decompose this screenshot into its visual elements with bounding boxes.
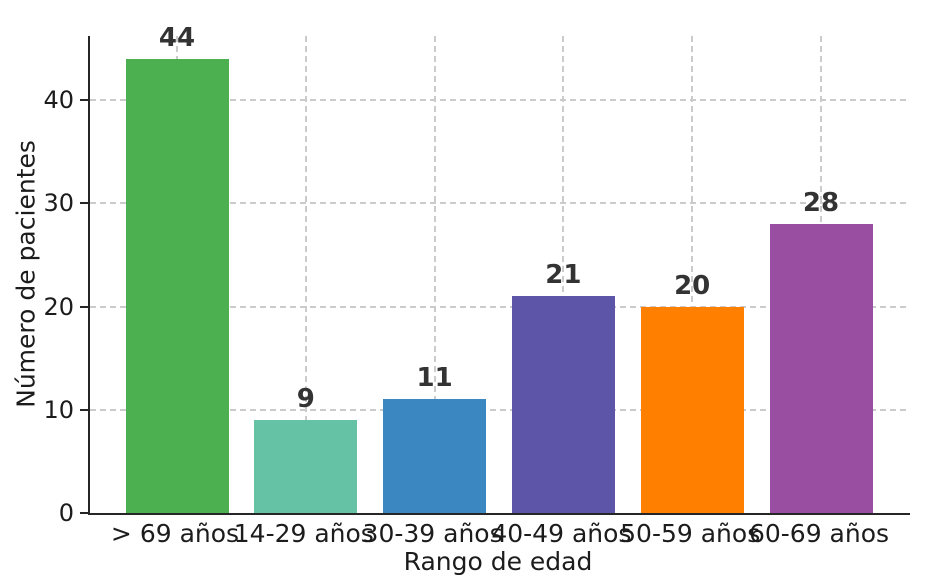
x-axis-label: Rango de edad xyxy=(403,547,593,576)
bar-6 xyxy=(769,223,873,513)
bar-value-label: 20 xyxy=(674,270,711,301)
y-tick-mark xyxy=(80,408,88,411)
x-tick-label: 50-59 años xyxy=(620,519,761,548)
v-gridline xyxy=(304,36,307,513)
v-gridline xyxy=(562,36,565,513)
x-tick-label: 60-69 años xyxy=(748,519,890,548)
y-tick-mark xyxy=(80,99,88,101)
y-tick-mark xyxy=(80,305,88,308)
y-tick-mark xyxy=(80,512,88,514)
bar-value-label: 21 xyxy=(545,260,582,291)
bar-2 xyxy=(254,420,358,513)
bar-value-label: 28 xyxy=(802,187,840,218)
y-tick-label: 40 xyxy=(43,86,74,114)
h-gridline xyxy=(90,305,910,308)
y-tick-label: 10 xyxy=(43,395,74,424)
x-tick-label: 30-39 años xyxy=(362,519,503,548)
x-tick-label: > 69 años xyxy=(110,519,240,548)
bar-value-label: 9 xyxy=(296,384,315,415)
y-axis-label: Número de pacientes xyxy=(11,140,41,408)
y-tick-label: 20 xyxy=(43,292,74,321)
bar-value-label: 44 xyxy=(158,22,196,53)
bar-3 xyxy=(383,399,487,513)
bar-5 xyxy=(640,306,744,513)
v-gridline xyxy=(433,36,436,513)
y-tick-mark xyxy=(80,202,88,205)
plot-area: 44 9 11 21 20 28 xyxy=(88,25,910,515)
bar-1 xyxy=(125,58,229,513)
bar-value-label: 11 xyxy=(416,363,453,394)
y-tick-label: 30 xyxy=(43,189,74,218)
h-gridline xyxy=(90,99,910,102)
x-tick-label: 14-29 años xyxy=(233,519,374,548)
y-tick-label: 0 xyxy=(58,499,74,527)
v-gridline xyxy=(691,36,694,513)
h-gridline xyxy=(90,408,910,411)
x-tick-label: 40-49 años xyxy=(491,519,632,548)
h-gridline xyxy=(90,202,910,205)
bar-4 xyxy=(511,296,615,513)
